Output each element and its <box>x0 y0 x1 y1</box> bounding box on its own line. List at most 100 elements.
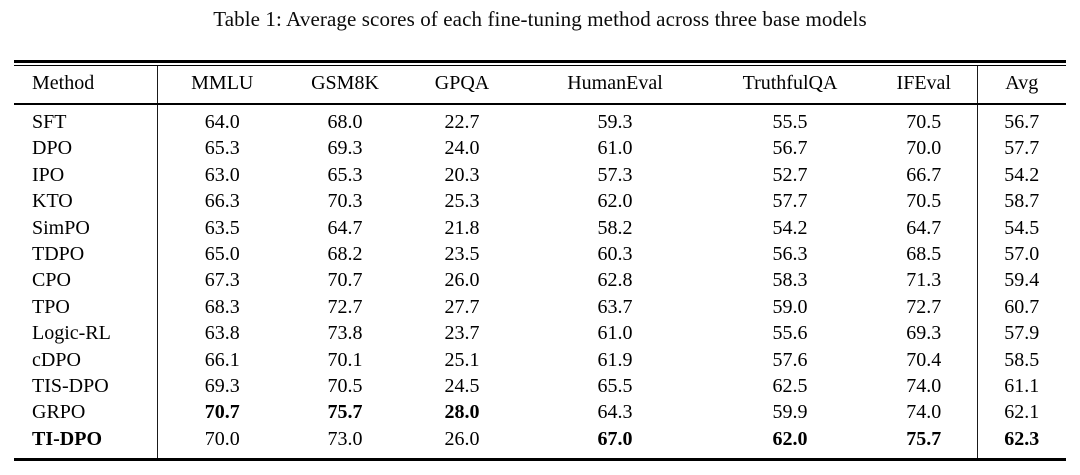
score-cell: 62.3 <box>1004 427 1040 450</box>
method-cell: SFT <box>14 104 158 136</box>
table-row: CPO 67.3 70.7 26.0 62.8 58.3 71.3 59.4 <box>14 267 1066 294</box>
column-header-ifeval: IFEval <box>871 66 978 105</box>
score-cell: 70.3 <box>327 190 363 213</box>
score-cell: 69.3 <box>871 320 978 347</box>
score-cell: 23.5 <box>444 243 480 266</box>
score-cell: 64.0 <box>204 111 240 133</box>
score-cell: 26.0 <box>444 427 480 450</box>
score-cell: 67.3 <box>204 269 240 292</box>
score-cell: 66.1 <box>204 348 240 371</box>
score-cell: 75.7 <box>327 401 363 424</box>
table-row: TPO 68.3 72.7 27.7 63.7 59.0 72.7 60.7 <box>14 293 1066 321</box>
column-header-avg: Avg <box>977 66 1066 105</box>
score-cell: 59.9 <box>772 401 808 424</box>
method-cell: Logic-RL <box>14 320 158 347</box>
table-body: SFT 64.0 68.0 22.7 59.3 55.5 70.5 56.7 DPO 65.3 69… <box>14 104 1066 460</box>
method-cell: TI-DPO <box>14 425 158 460</box>
score-cell: 54.5 <box>1004 216 1040 239</box>
score-cell: 25.3 <box>444 190 480 213</box>
table-row: DPO 65.3 69.3 24.0 61.0 56.7 70.0 57.7 <box>14 135 1066 162</box>
score-cell: 65.3 <box>204 137 240 160</box>
table-row: TDPO 65.0 68.2 23.5 60.3 56.3 68.5 57.0 <box>14 241 1066 268</box>
score-cell: 25.1 <box>444 348 480 371</box>
score-cell: 59.3 <box>597 111 633 133</box>
score-cell: 68.3 <box>204 295 240 318</box>
score-cell: 26.0 <box>444 269 480 292</box>
score-cell: 64.7 <box>327 216 363 239</box>
score-cell: 70.7 <box>327 269 363 292</box>
score-cell: 72.7 <box>327 295 363 318</box>
score-cell: 58.5 <box>1004 348 1040 371</box>
column-header-gsm8k: GSM8K <box>287 66 403 105</box>
score-cell: 28.0 <box>444 401 480 424</box>
table-row: SimPO 63.5 64.7 21.8 58.2 54.2 64.7 54.5 <box>14 214 1066 242</box>
score-cell: 63.8 <box>204 322 240 345</box>
column-header-gpqa: GPQA <box>403 66 521 105</box>
score-cell: 59.4 <box>1004 269 1040 292</box>
score-cell: 54.2 <box>1004 163 1040 186</box>
header-row: Method MMLU GSM8K GPQA HumanEval TruthfulQA IF… <box>14 66 1066 105</box>
score-cell: 68.2 <box>327 243 363 266</box>
score-cell: 62.8 <box>597 269 633 292</box>
table-row: cDPO 66.1 70.1 25.1 61.9 57.6 70.4 58.5 <box>14 346 1066 374</box>
score-cell: 62.0 <box>772 427 808 450</box>
score-cell: 21.8 <box>444 216 480 239</box>
score-cell: 61.0 <box>597 137 633 160</box>
table-caption: Table 1: Average scores of each fine-tun… <box>213 7 867 31</box>
score-cell: 60.3 <box>597 243 633 266</box>
score-cell: 75.7 <box>871 425 978 460</box>
score-cell: 74.0 <box>871 399 978 426</box>
results-table: Method MMLU GSM8K GPQA HumanEval TruthfulQA IF… <box>14 66 1066 462</box>
score-cell: 57.9 <box>1004 322 1040 345</box>
score-cell: 64.3 <box>597 401 633 424</box>
score-cell: 70.0 <box>204 427 240 450</box>
score-cell: 72.7 <box>871 293 978 321</box>
score-cell: 67.0 <box>597 427 633 450</box>
method-cell: IPO <box>14 161 158 189</box>
score-cell: 20.3 <box>444 163 480 186</box>
score-cell: 70.5 <box>871 104 978 136</box>
method-cell: CPO <box>14 267 158 294</box>
score-cell: 54.2 <box>772 216 808 239</box>
score-cell: 68.5 <box>871 241 978 268</box>
method-cell: TIS-DPO <box>14 373 158 400</box>
score-cell: 64.7 <box>871 214 978 242</box>
score-cell: 61.1 <box>1004 375 1040 398</box>
score-cell: 57.0 <box>1004 243 1040 266</box>
score-cell: 70.5 <box>327 375 363 398</box>
method-cell: TDPO <box>14 241 158 268</box>
column-header-humaneval: HumanEval <box>521 66 709 105</box>
score-cell: 23.7 <box>444 322 480 345</box>
score-cell: 58.7 <box>1004 190 1040 213</box>
column-header-mmlu: MMLU <box>157 66 287 105</box>
top-double-rule <box>14 60 1066 66</box>
score-cell: 24.0 <box>444 137 480 160</box>
score-cell: 62.0 <box>597 190 633 213</box>
method-cell: TPO <box>14 293 158 321</box>
score-cell: 70.4 <box>871 346 978 374</box>
score-cell: 74.0 <box>871 373 978 400</box>
score-cell: 65.3 <box>327 163 363 186</box>
score-cell: 68.0 <box>327 111 363 133</box>
table-row: SFT 64.0 68.0 22.7 59.3 55.5 70.5 56.7 <box>14 104 1066 136</box>
column-header-truthfulqa: TruthfulQA <box>709 66 871 105</box>
score-cell: 58.2 <box>597 216 633 239</box>
score-cell: 62.1 <box>1004 401 1040 424</box>
column-header-method: Method <box>14 66 158 105</box>
table-row: TIS-DPO 69.3 70.5 24.5 65.5 62.5 74.0 61.1 <box>14 373 1066 400</box>
method-cell: cDPO <box>14 346 158 374</box>
score-cell: 56.3 <box>772 243 808 266</box>
score-cell: 66.7 <box>871 161 978 189</box>
score-cell: 70.1 <box>327 348 363 371</box>
score-cell: 71.3 <box>871 267 978 294</box>
score-cell: 27.7 <box>444 295 480 318</box>
score-cell: 61.9 <box>597 348 633 371</box>
score-cell: 65.0 <box>204 243 240 266</box>
score-cell: 57.6 <box>772 348 808 371</box>
method-cell: KTO <box>14 188 158 215</box>
table-row: KTO 66.3 70.3 25.3 62.0 57.7 70.5 58.7 <box>14 188 1066 215</box>
score-cell: 60.7 <box>1004 295 1040 318</box>
score-cell: 59.0 <box>772 295 808 318</box>
score-cell: 73.0 <box>327 427 363 450</box>
score-cell: 63.0 <box>204 163 240 186</box>
